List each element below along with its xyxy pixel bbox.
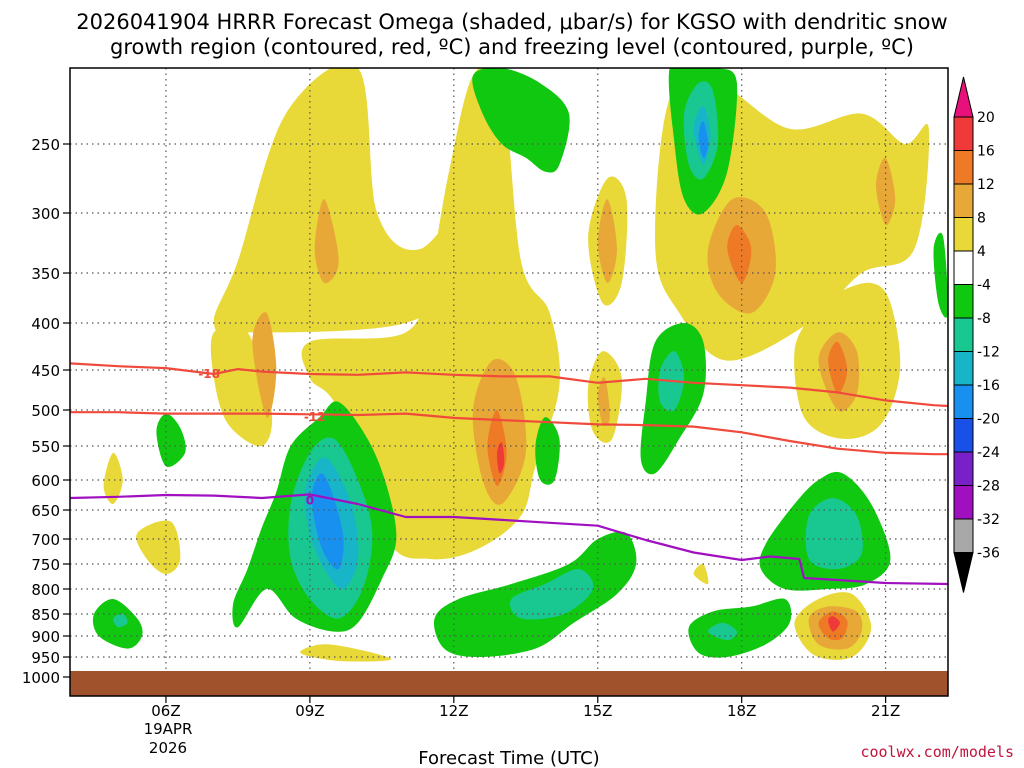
y-tick-label-250: 250 <box>31 136 60 154</box>
x-tick-label-21Z: 21Z <box>871 702 900 720</box>
omega-region-gold-15z <box>597 199 617 284</box>
colorbar-label-3: 8 <box>977 211 986 227</box>
date-line-day: 19APR <box>144 720 193 738</box>
x-tick-label-15Z: 15Z <box>583 702 612 720</box>
omega-region-gold-09z <box>314 199 339 284</box>
colorbar-label-13: -36 <box>977 546 1000 562</box>
colorbar-swatch-7 <box>953 317 974 352</box>
contour-label-snow-region-minus-12: -12 <box>304 410 326 424</box>
colorbar-label-0: 20 <box>977 110 995 126</box>
date-line-year: 2026 <box>149 739 187 757</box>
contour-freezing-level-0 <box>70 493 948 586</box>
colorbar-swatch-6 <box>953 284 974 319</box>
omega-region-orange-20z <box>828 341 848 395</box>
omega-region-gold-15z-mid <box>597 377 610 427</box>
y-tick-label-550: 550 <box>31 438 60 456</box>
y-tick-label-400: 400 <box>31 315 60 333</box>
y-tick-label-850: 850 <box>31 606 60 624</box>
x-axis-label: Forecast Time (UTC) <box>418 748 599 768</box>
colorbar-bottom-arrow <box>953 552 974 593</box>
omega-region-green-11z-top <box>472 68 570 173</box>
contour-label-snow-region-minus-18: -18 <box>198 367 220 381</box>
contour-layer: -18 -12 0 <box>70 362 948 586</box>
title-line-2: growth region (contoured, red, ºC) and f… <box>110 35 914 59</box>
colorbar-label-9: -20 <box>977 412 1000 428</box>
omega-region-green-right-low <box>688 598 792 658</box>
omega-region-green-left-small <box>156 413 186 468</box>
colorbar-label-8: -16 <box>977 378 1000 394</box>
omega-region-teal-left-low <box>113 613 128 628</box>
colorbar-swatch-5 <box>953 250 974 285</box>
colorbar-swatch-11 <box>953 451 974 486</box>
omega-region-green-22z-right <box>933 232 948 318</box>
colorbar-label-12: -32 <box>977 512 1000 528</box>
colorbar-label-11: -28 <box>977 479 1000 495</box>
colorbar-swatch-12 <box>953 485 974 520</box>
omega-region-yellow-left-small <box>103 452 123 505</box>
y-tick-label-800: 800 <box>31 581 60 599</box>
colorbar-swatch-3 <box>953 183 974 218</box>
colorbar-top-arrow <box>953 76 974 118</box>
title-line-1: 2026041904 HRRR Forecast Omega (shaded, … <box>76 10 947 34</box>
y-tick-label-450: 450 <box>31 362 60 380</box>
y-tick-label-600: 600 <box>31 472 60 490</box>
ground-surface <box>70 671 948 696</box>
y-tick-label-750: 750 <box>31 556 60 574</box>
x-axis-ticks: 06Z 09Z 12Z 15Z 18Z 21Z <box>151 696 900 720</box>
omega-region-gold-08z <box>252 312 277 418</box>
colorbar-label-7: -12 <box>977 345 1000 361</box>
colorbar: 20 16 12 8 4 -4 -8 -12 -16 -20 -24 -28 -32 -36 <box>953 76 1000 593</box>
colorbar-label-6: -8 <box>977 311 991 327</box>
x-tick-label-18Z: 18Z <box>727 702 756 720</box>
y-tick-label-1000: 1000 <box>22 669 60 687</box>
colorbar-label-4: 4 <box>977 244 986 260</box>
omega-region-orange-18z <box>727 225 752 283</box>
colorbar-swatch-2 <box>953 150 974 185</box>
colorbar-swatch-4 <box>953 217 974 252</box>
omega-region-teal-17z-low <box>708 622 737 641</box>
colorbar-label-1: 16 <box>977 144 995 160</box>
colorbar-label-2: 12 <box>977 177 995 193</box>
y-tick-label-500: 500 <box>31 402 60 420</box>
contour-snow-region-minus-18 <box>70 362 948 408</box>
omega-region-gold-21z <box>876 157 896 226</box>
x-tick-label-12Z: 12Z <box>439 702 468 720</box>
omega-region-red-20z <box>828 616 840 632</box>
colorbar-label-10: -24 <box>977 445 1000 461</box>
y-tick-label-950: 950 <box>31 649 60 667</box>
x-tick-label-06Z: 06Z <box>151 702 180 720</box>
omega-shading-layer <box>92 68 948 662</box>
y-tick-label-650: 650 <box>31 502 60 520</box>
omega-region-yellow-left-low <box>136 520 181 574</box>
plot-area: -18 -12 0 <box>69 67 949 697</box>
omega-region-yellow-17z-small <box>693 563 709 585</box>
colorbar-swatch-13 <box>953 518 974 553</box>
colorbar-swatch-10 <box>953 418 974 453</box>
plot-frame <box>69 67 949 697</box>
omega-region-red-13z <box>496 442 505 474</box>
omega-region-teal-14z-low <box>509 568 594 620</box>
y-tick-label-350: 350 <box>31 265 60 283</box>
contour-snow-region-minus-12 <box>70 411 948 456</box>
colorbar-label-5: -4 <box>977 278 991 294</box>
omega-region-yellow-upper-0730 <box>213 68 479 333</box>
y-tick-label-900: 900 <box>31 628 60 646</box>
contour-label-freezing-level-0: 0 <box>306 493 314 507</box>
colorbar-swatch-8 <box>953 351 974 386</box>
colorbar-swatch-9 <box>953 384 974 419</box>
credit-link[interactable]: coolwx.com/models <box>860 743 1014 761</box>
y-tick-label-700: 700 <box>31 531 60 549</box>
y-axis-ticks: 250 300 350 400 450 500 550 600 650 700 750 800 850 9… <box>22 136 70 687</box>
omega-region-teal-20z <box>805 498 863 570</box>
omega-region-green-14z-small <box>535 417 560 485</box>
y-tick-label-300: 300 <box>31 205 60 223</box>
colorbar-swatch-1 <box>953 116 974 151</box>
x-tick-label-09Z: 09Z <box>295 702 324 720</box>
omega-region-blue-17z <box>698 121 709 158</box>
